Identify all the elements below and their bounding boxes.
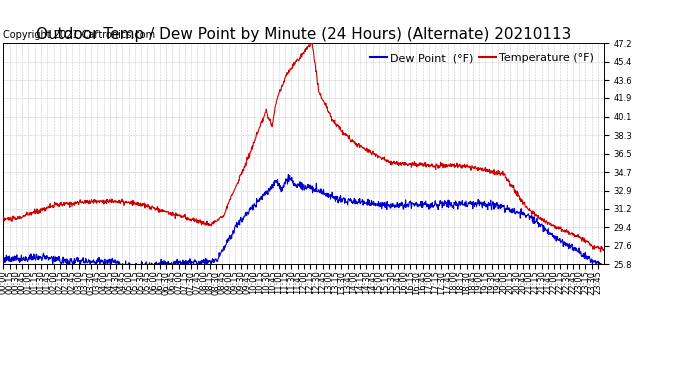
Legend: Dew Point  (°F), Temperature (°F): Dew Point (°F), Temperature (°F) [366,49,598,68]
Title: Outdoor Temp / Dew Point by Minute (24 Hours) (Alternate) 20210113: Outdoor Temp / Dew Point by Minute (24 H… [36,27,571,42]
Text: Copyright 2021 Cartronics.com: Copyright 2021 Cartronics.com [3,30,155,40]
